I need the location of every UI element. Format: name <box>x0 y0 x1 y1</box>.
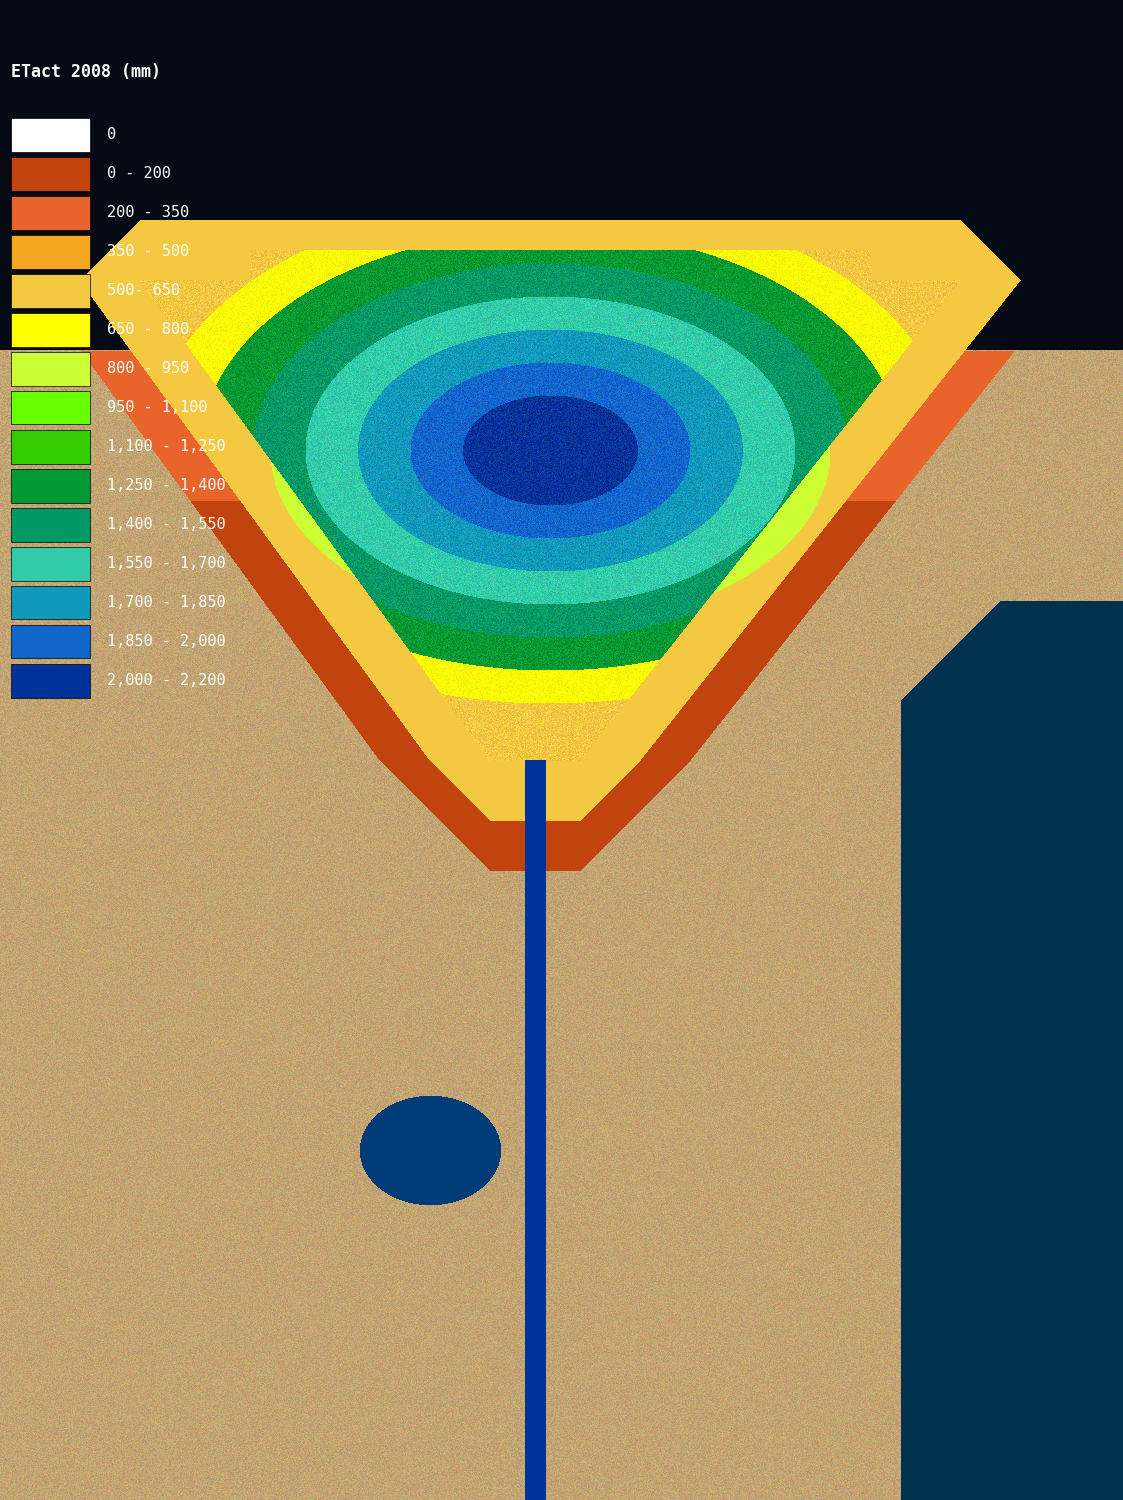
Text: 800 - 950: 800 - 950 <box>107 362 189 376</box>
Text: 1,250 - 1,400: 1,250 - 1,400 <box>107 478 226 494</box>
FancyBboxPatch shape <box>11 509 90 542</box>
Text: 1,850 - 2,000: 1,850 - 2,000 <box>107 634 226 650</box>
FancyBboxPatch shape <box>11 236 90 268</box>
Text: 2,000 - 2,200: 2,000 - 2,200 <box>107 674 226 688</box>
Text: 1,700 - 1,850: 1,700 - 1,850 <box>107 596 226 610</box>
Text: 350 - 500: 350 - 500 <box>107 244 189 260</box>
Text: 650 - 800: 650 - 800 <box>107 322 189 338</box>
FancyBboxPatch shape <box>11 118 90 152</box>
FancyBboxPatch shape <box>11 626 90 658</box>
FancyBboxPatch shape <box>11 586 90 620</box>
FancyBboxPatch shape <box>11 392 90 424</box>
Text: 1,400 - 1,550: 1,400 - 1,550 <box>107 518 226 532</box>
FancyBboxPatch shape <box>11 470 90 502</box>
Text: 0 - 200: 0 - 200 <box>107 166 171 182</box>
Text: 0: 0 <box>107 128 116 142</box>
FancyBboxPatch shape <box>11 158 90 190</box>
Text: 200 - 350: 200 - 350 <box>107 206 189 220</box>
FancyBboxPatch shape <box>11 664 90 698</box>
Text: 1,100 - 1,250: 1,100 - 1,250 <box>107 440 226 454</box>
FancyBboxPatch shape <box>11 274 90 308</box>
Text: 1,550 - 1,700: 1,550 - 1,700 <box>107 556 226 572</box>
FancyBboxPatch shape <box>11 548 90 580</box>
Text: 950 - 1,100: 950 - 1,100 <box>107 400 207 416</box>
Text: ETact 2008 (mm): ETact 2008 (mm) <box>11 63 162 81</box>
Text: 500- 650: 500- 650 <box>107 284 180 298</box>
FancyBboxPatch shape <box>11 196 90 230</box>
FancyBboxPatch shape <box>11 352 90 386</box>
FancyBboxPatch shape <box>11 314 90 346</box>
FancyBboxPatch shape <box>11 430 90 464</box>
